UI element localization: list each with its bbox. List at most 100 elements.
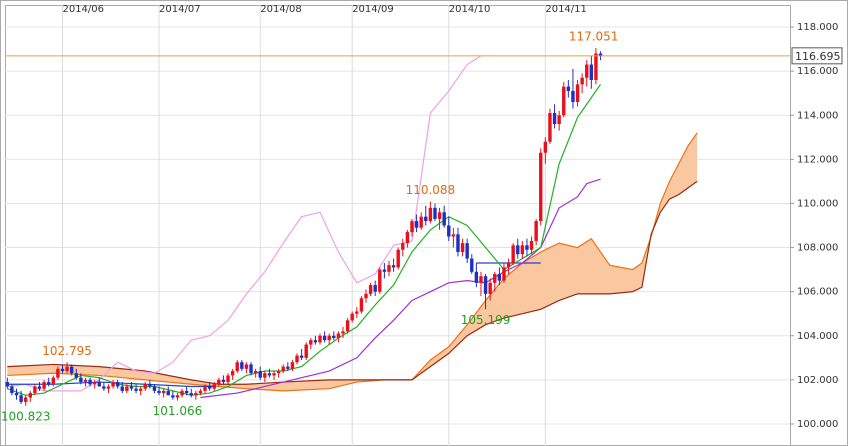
candle-body xyxy=(299,355,304,358)
candle-body xyxy=(69,366,74,374)
candle-body xyxy=(313,340,318,343)
candle-body xyxy=(267,373,272,376)
candle-body xyxy=(442,212,446,226)
candle-body xyxy=(502,267,506,281)
candle-body xyxy=(359,298,364,312)
candle-body xyxy=(263,373,267,378)
candle-body xyxy=(180,390,184,396)
candle-body xyxy=(391,265,396,268)
candle-body xyxy=(46,382,51,385)
candle-body xyxy=(138,388,143,391)
candle-body xyxy=(134,388,138,391)
candle-body xyxy=(253,371,258,374)
candle-body xyxy=(14,393,19,396)
annotation: 100.823 xyxy=(1,409,51,423)
candle-body xyxy=(447,225,451,237)
candle-body xyxy=(171,395,175,398)
candle-body xyxy=(419,216,423,228)
candle-body xyxy=(364,293,368,299)
annotation: 101.066 xyxy=(153,404,203,418)
annotation: 117.051 xyxy=(569,29,619,43)
y-tick-label: 112.000 xyxy=(797,154,838,165)
x-tick-label: 2014/08 xyxy=(260,4,302,15)
candle-body xyxy=(575,84,580,103)
candle-body xyxy=(529,240,534,250)
candle-body xyxy=(115,382,120,387)
candle-body xyxy=(341,331,345,334)
candle-body xyxy=(350,313,354,321)
candle-body xyxy=(37,386,42,389)
candle-body xyxy=(488,282,492,294)
candle-body xyxy=(525,245,529,250)
annotation: 110.088 xyxy=(406,183,456,197)
candle-body xyxy=(120,386,124,391)
x-tick-label: 2014/10 xyxy=(449,4,491,15)
y-tick-label: 114.000 xyxy=(797,110,838,121)
candle-body xyxy=(97,382,101,387)
candle-body xyxy=(336,333,341,338)
candle-body xyxy=(28,393,32,398)
x-tick-label: 2014/06 xyxy=(62,4,104,15)
y-tick-label: 108.000 xyxy=(797,243,838,254)
candle-body xyxy=(516,245,520,255)
candle-body xyxy=(382,269,387,272)
candle-body xyxy=(79,377,83,383)
candle-body xyxy=(543,141,548,153)
candle-body xyxy=(387,265,391,272)
candle-body xyxy=(148,384,152,387)
indicator-line xyxy=(200,178,601,399)
candle-body xyxy=(10,386,14,394)
candle-body xyxy=(56,368,60,378)
candle-body xyxy=(226,375,230,383)
candle-body xyxy=(60,368,65,372)
candle-body xyxy=(102,386,106,389)
candle-body xyxy=(309,340,313,345)
candle-body xyxy=(552,113,557,125)
candle-body xyxy=(295,355,299,363)
candle-body xyxy=(92,382,97,385)
candle-body xyxy=(598,53,603,56)
candle-body xyxy=(5,382,9,387)
candle-body xyxy=(143,384,147,389)
candle-body xyxy=(106,386,111,389)
candle-body xyxy=(594,53,598,80)
candle-body xyxy=(272,373,276,376)
candle-body xyxy=(322,335,327,341)
indicator-line xyxy=(7,84,602,396)
candle-body xyxy=(235,362,239,372)
x-tick-label: 2014/07 xyxy=(159,4,201,15)
candle-body xyxy=(511,245,515,263)
candle-body xyxy=(230,371,235,376)
candle-body xyxy=(585,64,589,78)
candle-body xyxy=(194,393,198,396)
candle-body xyxy=(483,276,488,294)
candle-body xyxy=(244,364,249,369)
candle-body xyxy=(428,207,433,222)
candle-body xyxy=(332,335,336,338)
candle-body xyxy=(470,258,474,272)
x-tick-label: 2014/09 xyxy=(352,4,394,15)
candle-body xyxy=(88,379,92,385)
candle-body xyxy=(405,232,410,244)
candle-body xyxy=(562,86,566,116)
candle-body xyxy=(258,371,262,378)
annotation: 105.199 xyxy=(461,313,511,327)
candle-body xyxy=(221,379,226,383)
candle-body xyxy=(175,395,180,398)
candle-body xyxy=(401,243,405,250)
candle-body xyxy=(378,269,382,292)
candle-body xyxy=(460,243,465,252)
candle-body xyxy=(51,377,55,385)
candle-body xyxy=(33,386,37,394)
candle-body xyxy=(83,379,88,383)
candle-body xyxy=(566,86,571,91)
candle-body xyxy=(479,276,483,283)
candle-body xyxy=(276,371,281,374)
candle-body xyxy=(548,113,552,142)
candle-body xyxy=(189,393,193,396)
candle-body xyxy=(19,395,23,402)
candle-body xyxy=(571,90,575,103)
y-tick-label: 106.000 xyxy=(797,287,838,298)
candle-body xyxy=(74,373,78,378)
